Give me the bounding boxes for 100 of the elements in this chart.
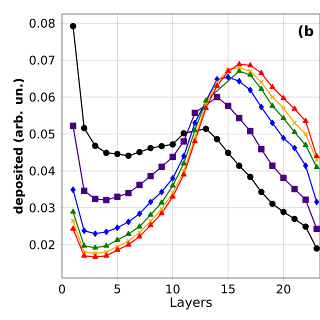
- point: [70, 186, 76, 193]
- point: [248, 86, 253, 94]
- point: [313, 226, 320, 232]
- point: [114, 246, 120, 252]
- point: [258, 86, 264, 91]
- point: [125, 152, 132, 159]
- point: [258, 188, 265, 196]
- point: [302, 118, 308, 123]
- point: [192, 127, 198, 132]
- point: [80, 188, 88, 194]
- point: [281, 106, 286, 111]
- point: [202, 126, 210, 132]
- point: [125, 190, 132, 196]
- point: [170, 190, 176, 196]
- point: [170, 175, 176, 182]
- point: [82, 228, 87, 234]
- point: [270, 84, 276, 89]
- point: [180, 130, 187, 136]
- y-axis-title: deposited (arb. un.): [13, 78, 26, 214]
- point: [247, 174, 254, 180]
- point: [92, 254, 98, 259]
- point: [103, 196, 110, 204]
- y-tick-label: 0.06: [30, 92, 55, 102]
- point: [280, 114, 286, 120]
- point: [269, 162, 276, 169]
- point: [170, 141, 176, 148]
- point: [159, 188, 164, 196]
- point: [170, 182, 176, 188]
- x-tick-label: 10: [166, 284, 180, 294]
- point: [137, 230, 142, 236]
- point: [70, 226, 76, 231]
- point: [136, 148, 143, 156]
- point: [247, 62, 254, 68]
- y-tick-label: 0.03: [30, 203, 55, 212]
- point: [80, 124, 88, 132]
- point: [82, 250, 87, 255]
- point: [92, 244, 98, 250]
- point: [236, 61, 242, 66]
- point: [269, 200, 276, 207]
- point: [147, 172, 154, 180]
- point: [136, 223, 142, 229]
- point: [258, 80, 264, 85]
- point: [258, 104, 264, 110]
- point: [314, 152, 320, 158]
- point: [148, 218, 154, 224]
- point: [104, 250, 109, 255]
- y-tick-label: 0.08: [30, 18, 55, 28]
- point: [148, 212, 154, 217]
- y-tick-label: 0.04: [30, 166, 55, 176]
- point: [158, 199, 164, 205]
- point: [248, 68, 253, 74]
- point: [258, 70, 264, 75]
- point: [114, 224, 120, 231]
- point: [203, 98, 209, 103]
- point: [292, 120, 297, 126]
- point: [314, 198, 320, 206]
- point: [303, 132, 308, 136]
- point: [258, 146, 265, 152]
- point: [192, 135, 198, 140]
- point: [224, 150, 232, 156]
- point: [181, 168, 186, 174]
- point: [270, 120, 275, 126]
- point: [158, 142, 165, 150]
- point: [181, 152, 186, 160]
- point: [170, 194, 176, 199]
- point: [292, 144, 298, 152]
- point: [92, 250, 98, 256]
- point: [148, 198, 154, 206]
- point: [226, 74, 231, 80]
- point: [214, 136, 220, 142]
- point: [81, 252, 87, 258]
- point: [236, 114, 242, 122]
- point: [104, 228, 109, 236]
- point: [70, 208, 76, 214]
- point: [126, 218, 131, 226]
- point: [147, 144, 154, 152]
- point: [214, 94, 220, 100]
- point: [81, 242, 87, 248]
- point: [126, 230, 132, 236]
- point: [103, 150, 110, 156]
- x-tick-label: 0: [58, 284, 66, 294]
- point: [313, 245, 320, 252]
- point: [270, 94, 275, 100]
- point: [180, 160, 187, 166]
- y-tick-label: 0.05: [30, 129, 54, 139]
- point: [314, 164, 320, 170]
- point: [136, 233, 142, 239]
- point: [236, 68, 242, 74]
- point: [280, 94, 286, 100]
- point: [224, 102, 232, 110]
- point: [126, 238, 131, 244]
- point: [192, 120, 198, 126]
- point: [92, 142, 98, 149]
- point: [159, 206, 164, 212]
- point: [103, 252, 110, 258]
- point: [114, 194, 121, 200]
- point: [192, 138, 198, 144]
- point: [214, 80, 220, 85]
- point: [203, 104, 209, 110]
- point: [236, 162, 242, 169]
